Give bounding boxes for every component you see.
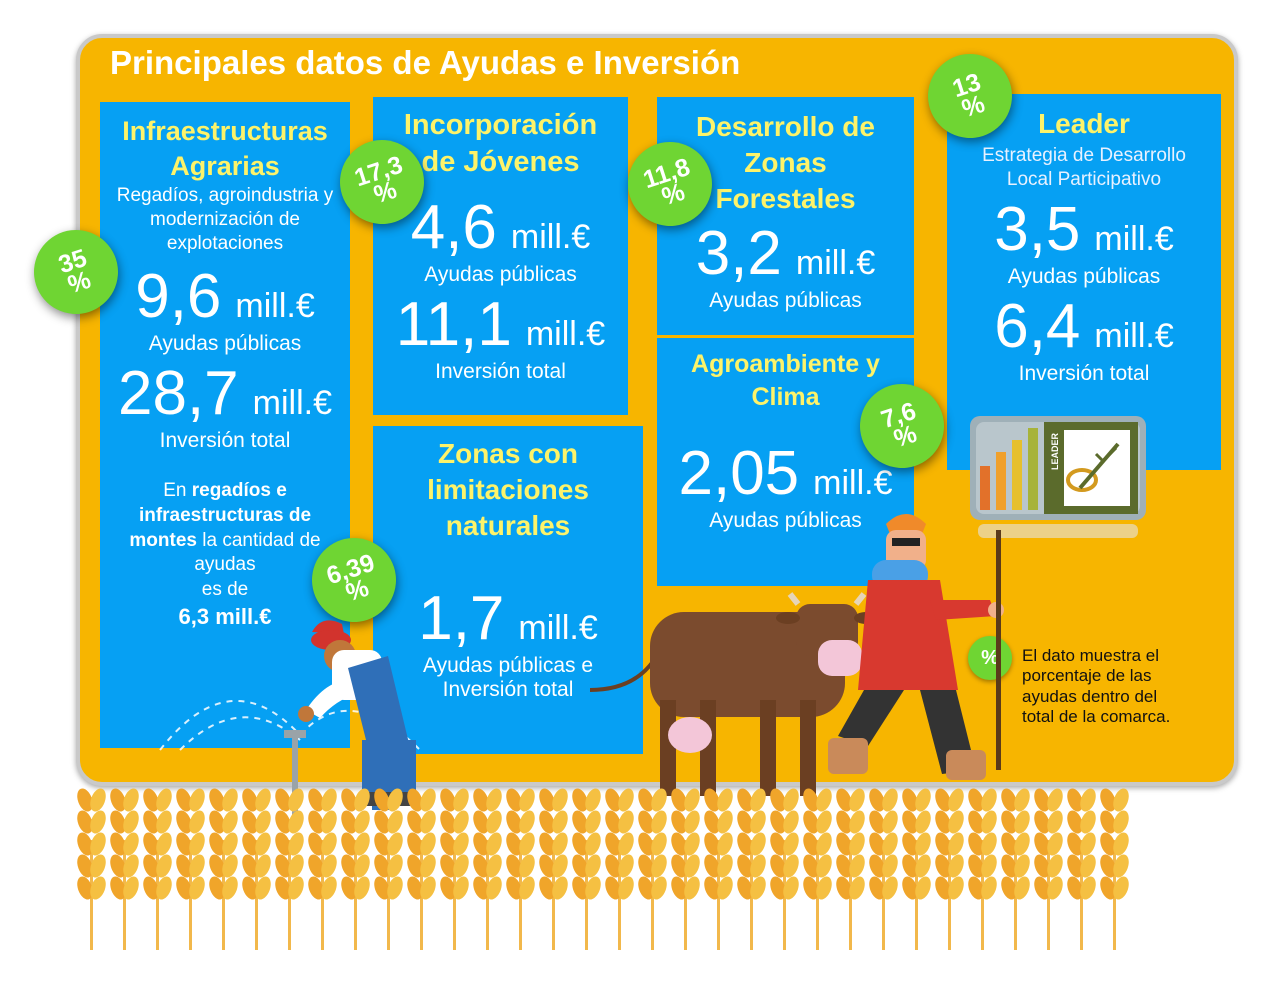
panel-title-line1: Zonas con <box>437 438 578 469</box>
label-line1: Ayudas públicas e <box>422 653 594 677</box>
inversion-amount: 6,4 mill.€ <box>994 291 1174 361</box>
panel-limitaciones: Zonas con limitaciones naturales 1,7 mill… <box>373 426 643 754</box>
panel-title-line2: limitaciones <box>427 474 589 506</box>
panel-infraestructuras: Infraestructuras Agrarias Regadíos, agro… <box>100 102 350 748</box>
ayudas-label: Ayudas públicas <box>148 332 302 356</box>
panel-jovenes: Incorporación de Jóvenes 4,6 mill.€ Ayuda… <box>373 97 628 415</box>
legend-percent-icon: % <box>968 636 1012 680</box>
sprinkler-icon <box>159 700 421 751</box>
inversion-label: Inversión total <box>1018 361 1150 385</box>
wheat-field-icon <box>77 788 1129 950</box>
label: Ayudas públicas <box>709 288 862 312</box>
panel-subtitle-line1: Estrategia de Desarrollo <box>982 145 1186 167</box>
hiker-icon <box>828 514 1004 780</box>
label-line2: Inversión total <box>442 677 574 701</box>
panel-title-line2: de Jóvenes <box>421 146 580 179</box>
inversion-amount: 11,1 mill.€ <box>395 289 606 359</box>
panel-title: Leader <box>1038 108 1130 139</box>
panel-title-line2: Zonas <box>744 147 827 179</box>
ayudas-label: Ayudas públicas <box>424 262 577 286</box>
inversion-label: Inversión total <box>435 359 566 383</box>
panel-title-line2: Agrarias <box>170 151 280 182</box>
panel-title-line1: Desarrollo de <box>696 111 875 142</box>
label: Ayudas públicas <box>709 508 862 532</box>
inversion-label: Inversión total <box>159 429 291 453</box>
panel-forestales: Desarrollo de Zonas Forestales 3,2 mill.€… <box>657 97 914 335</box>
panel-title-line1: Incorporación <box>403 109 598 141</box>
leader-logo: LEADER <box>970 416 1146 538</box>
regadios-note: En regadíos e infraestructuras de montes… <box>129 480 321 629</box>
inversion-amount: 28,7 mill.€ <box>117 359 332 429</box>
panel-title-line1: Agroambiente y <box>691 350 880 378</box>
amount: 1,7 mill.€ <box>418 583 598 653</box>
leader-logo-text: LEADER <box>1050 432 1060 470</box>
farmer-icon <box>298 620 418 810</box>
panel-agroambiente: Agroambiente y Clima 2,05 mill.€ Ayudas p… <box>657 338 914 586</box>
panel-title-line3: Forestales <box>715 183 856 215</box>
panel-subtitle-line2: Local Participativo <box>1006 168 1162 190</box>
ayudas-label: Ayudas públicas <box>1007 264 1161 288</box>
ayudas-amount: 9,6 mill.€ <box>135 262 315 332</box>
panel-title-line2: Clima <box>751 382 820 411</box>
ayudas-amount: 3,5 mill.€ <box>994 194 1174 264</box>
panel-leader: Leader Estrategia de Desarrollo Local Pa… <box>947 94 1221 470</box>
panel-subtitle-line3: explotaciones <box>166 232 284 254</box>
panel-subtitle-line2: modernización de <box>150 208 300 230</box>
amount: 3,2 mill.€ <box>695 218 876 288</box>
panel-title-line1: Infraestructuras <box>122 116 328 146</box>
legend-text: El dato muestra el porcentaje de las ayu… <box>1022 646 1171 727</box>
panel-title-line3: naturales <box>445 510 571 542</box>
panel-subtitle-line1: Regadíos, agroindustria y <box>116 185 334 207</box>
page-title: Principales datos de Ayudas e Inversión <box>110 44 741 81</box>
amount: 2,05 mill.€ <box>678 438 893 508</box>
ayudas-amount: 4,6 mill.€ <box>410 192 591 262</box>
